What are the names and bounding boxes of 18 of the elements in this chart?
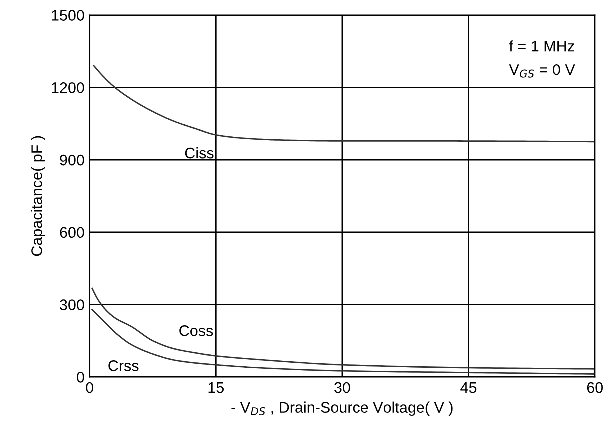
y-tick-label: 600 bbox=[60, 227, 84, 238]
y-tick-label: 900 bbox=[60, 154, 84, 166]
annotation: f = 1 MHz bbox=[509, 40, 574, 52]
y-tick-label: 1200 bbox=[52, 82, 84, 94]
x-tick-label: 30 bbox=[334, 382, 350, 394]
x-tick-label: 60 bbox=[587, 382, 604, 394]
x-tick-label: 15 bbox=[208, 382, 224, 394]
annotation: V$_{GS}$ = 0 V bbox=[509, 64, 576, 78]
y-tick-label: 1500 bbox=[52, 10, 84, 21]
y-axis-title: Capacitance( pF ) bbox=[31, 136, 46, 256]
series-label: Coss bbox=[180, 326, 214, 336]
series-label: Crss bbox=[108, 360, 139, 372]
x-tick-label: 45 bbox=[460, 382, 477, 394]
x-axis-title: - V$_{DS}$ , Drain-Source Voltage( V ) bbox=[232, 402, 453, 416]
series-label: Ciss bbox=[185, 147, 214, 159]
y-tick-label: 0 bbox=[77, 372, 84, 383]
y-tick-label: 300 bbox=[60, 300, 84, 310]
x-tick-label: 0 bbox=[86, 382, 94, 394]
